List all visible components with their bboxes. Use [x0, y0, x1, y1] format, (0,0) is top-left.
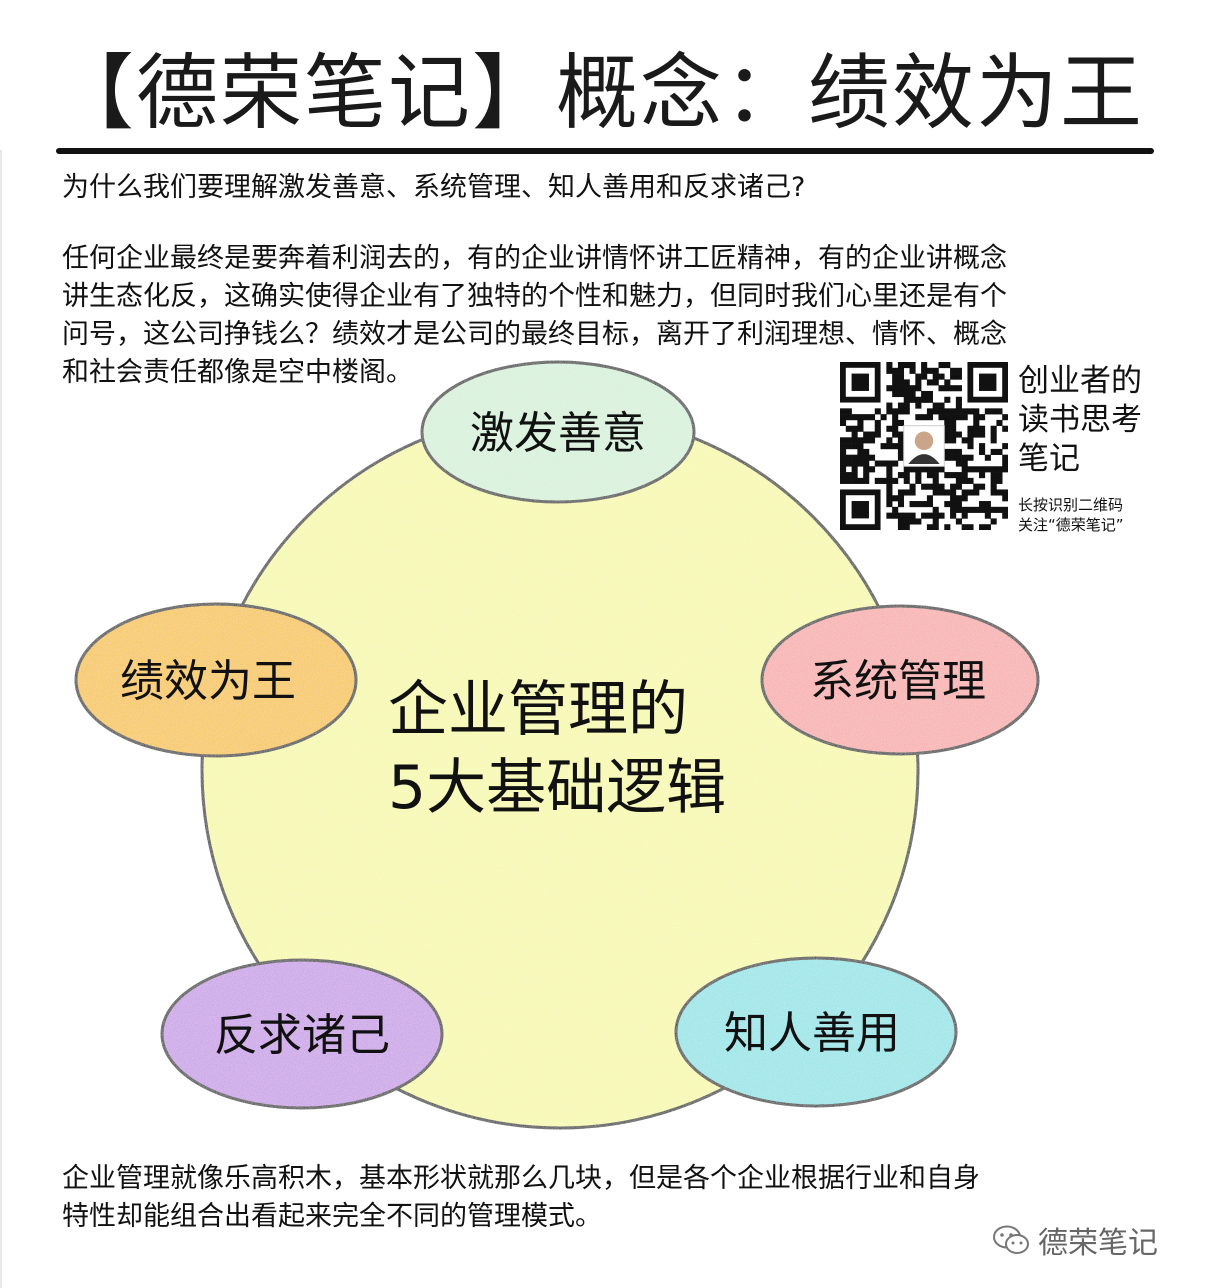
- wechat-watermark: 德荣笔记: [992, 1218, 1158, 1262]
- node-label: 系统管理: [810, 656, 986, 707]
- page-title: 【德荣笔记】概念：绩效为王: [52, 46, 1145, 141]
- watermark-text: 德荣笔记: [1038, 1226, 1158, 1261]
- wechat-icon: [993, 1225, 1029, 1254]
- paragraph-line: 任何企业最终是要奔着利润去的，有的企业讲情怀讲工匠精神，有的企业讲概念: [62, 243, 1007, 274]
- node-jifa-shanyi: 激发善意: [420, 360, 696, 504]
- node-jixiao-weiwang: 绩效为王: [74, 602, 358, 758]
- paragraph-line: 和社会责任都像是空中楼阁。: [62, 357, 413, 388]
- intro-question: 为什么我们要理解激发善意、系统管理、知人善用和反求诸己?: [62, 172, 806, 203]
- node-xitong-guanli: 系统管理: [760, 604, 1040, 756]
- node-zhiren-shanyong: 知人善用: [674, 956, 958, 1108]
- qr-hint-line: 关注“德荣笔记”: [1018, 516, 1124, 534]
- qr-code[interactable]: [840, 362, 1009, 534]
- footer-line: 特性却能组合出看起来完全不同的管理模式。: [62, 1201, 602, 1232]
- intro-paragraph: 任何企业最终是要奔着利润去的，有的企业讲情怀讲工匠精神，有的企业讲概念 讲生态化…: [62, 240, 1162, 392]
- node-label: 反求诸己: [214, 1010, 390, 1061]
- qr-hint: 长按识别二维码 关注“德荣笔记”: [1018, 495, 1142, 535]
- paragraph-line: 问号，这公司挣钱么？绩效才是公司的最终目标，离开了利润理想、情怀、概念: [62, 319, 1007, 350]
- qr-code-image: [840, 362, 1009, 531]
- qr-tag-line: 笔记: [1018, 441, 1080, 477]
- footer-paragraph: 企业管理就像乐高积木，基本形状就那么几块，但是各个企业根据行业和自身 特性却能组…: [62, 1160, 980, 1236]
- left-edge-line: [0, 150, 2, 1288]
- qr-tag-line: 创业者的: [1018, 363, 1142, 399]
- paragraph-line: 讲生态化反，这确实使得企业有了独特的个性和魅力，但同时我们心里还是有个: [62, 281, 1007, 312]
- qr-caption: 创业者的 读书思考 笔记 长按识别二维码 关注“德荣笔记”: [1018, 362, 1142, 535]
- qr-tag-line: 读书思考: [1018, 402, 1142, 438]
- node-fanqiu-zhuji: 反求诸己: [160, 958, 444, 1110]
- qr-hint-line: 长按识别二维码: [1018, 496, 1124, 514]
- node-label: 绩效为王: [120, 656, 296, 707]
- node-label: 激发善意: [470, 408, 646, 459]
- center-title-line1: 企业管理的: [388, 675, 688, 745]
- node-label: 知人善用: [724, 1008, 900, 1059]
- title-underline: [56, 148, 1154, 154]
- center-title-line2: 5大基础逻辑: [388, 753, 726, 823]
- footer-line: 企业管理就像乐高积木，基本形状就那么几块，但是各个企业根据行业和自身: [62, 1163, 980, 1194]
